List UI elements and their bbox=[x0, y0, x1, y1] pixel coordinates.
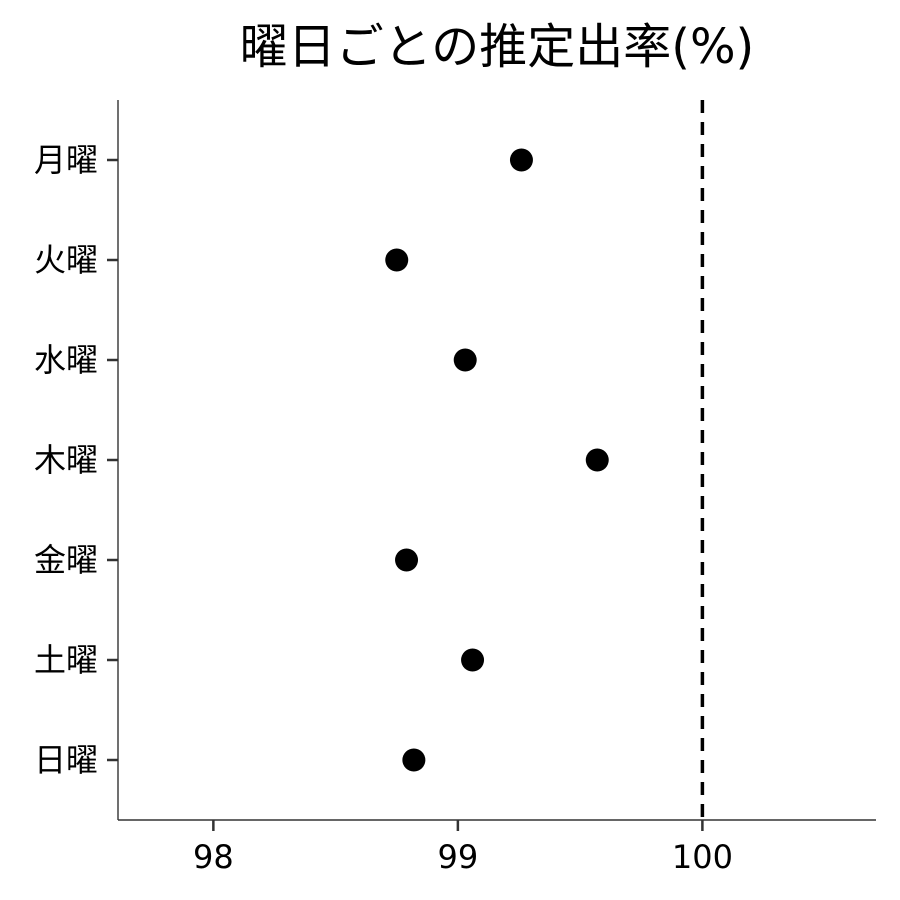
data-point bbox=[585, 448, 609, 472]
data-point bbox=[461, 648, 485, 672]
data-point bbox=[385, 248, 409, 272]
y-tick-label: 木曜 bbox=[34, 441, 98, 479]
x-tick-label: 98 bbox=[193, 838, 234, 876]
data-point bbox=[395, 548, 419, 572]
data-point bbox=[509, 148, 533, 172]
chart-title: 曜日ごとの推定出率(%) bbox=[240, 19, 755, 75]
x-tick-label: 100 bbox=[672, 838, 733, 876]
data-point bbox=[453, 348, 477, 372]
y-tick-label: 月曜 bbox=[34, 141, 98, 179]
x-tick-label: 99 bbox=[438, 838, 479, 876]
data-point bbox=[402, 748, 426, 772]
y-tick-label: 水曜 bbox=[34, 341, 98, 379]
y-tick-label: 金曜 bbox=[34, 541, 98, 579]
y-tick-label: 土曜 bbox=[34, 641, 98, 679]
y-tick-label: 火曜 bbox=[34, 241, 98, 279]
data-points bbox=[385, 148, 609, 772]
y-tick-label: 日曜 bbox=[34, 741, 98, 779]
